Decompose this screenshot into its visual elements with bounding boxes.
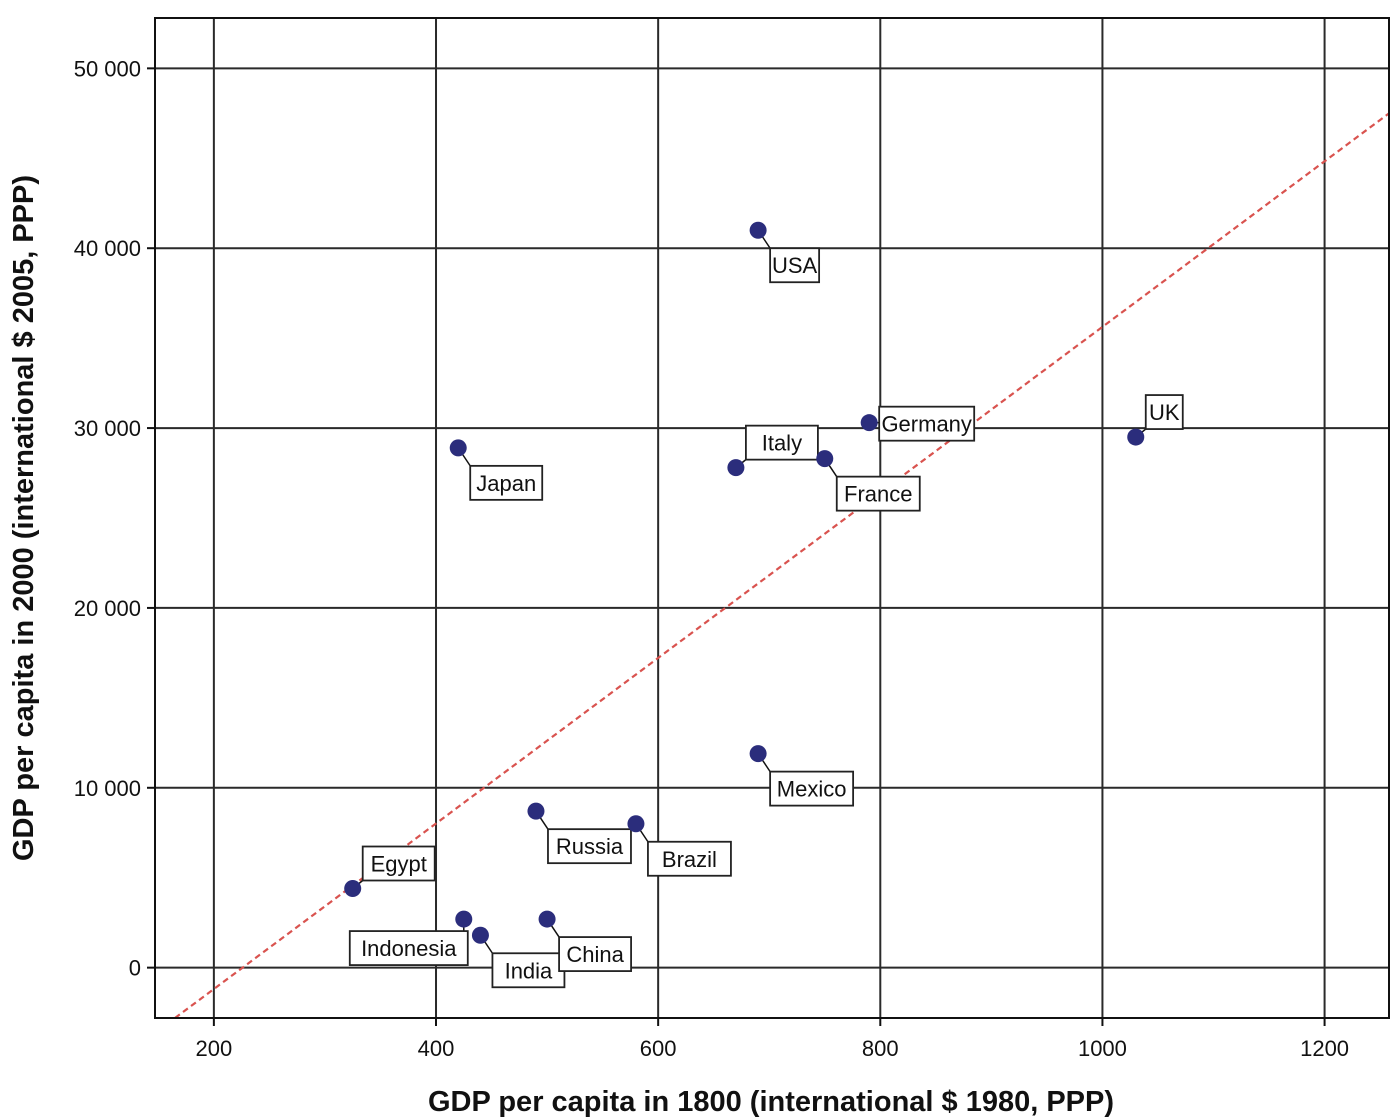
y-tick-label: 10 000 xyxy=(74,776,141,801)
data-point-china xyxy=(538,910,556,928)
data-point-russia xyxy=(527,802,545,820)
label-text: UK xyxy=(1149,400,1180,425)
y-axis-title: GDP per capita in 2000 (international $ … xyxy=(8,175,40,861)
x-tick-label: 1000 xyxy=(1078,1036,1127,1061)
plot-frame xyxy=(154,17,1390,1019)
data-point-egypt xyxy=(344,880,362,898)
point-label-mexico: Mexico xyxy=(757,753,855,807)
x-tick-label: 200 xyxy=(196,1036,233,1061)
point-label-uk: UK xyxy=(1135,394,1184,438)
gridlines xyxy=(155,18,1389,1018)
x-tick-label: 600 xyxy=(640,1036,677,1061)
label-box xyxy=(361,845,436,882)
label-text: France xyxy=(844,482,912,507)
x-axis-ticks: 200 400 600 800 1000 1200 xyxy=(196,1018,1349,1061)
point-label-india: India xyxy=(479,934,566,989)
point-label-indonesia: Indonesia xyxy=(348,919,469,966)
label-box xyxy=(835,475,921,512)
data-point-indonesia xyxy=(455,910,473,928)
label-text: India xyxy=(505,958,553,983)
label-text: USA xyxy=(772,253,818,278)
label-box xyxy=(348,930,469,966)
label-box xyxy=(745,424,819,461)
point-label-brazil: Brazil xyxy=(635,823,732,877)
x-tick-label: 800 xyxy=(862,1036,899,1061)
point-label-russia: Russia xyxy=(535,810,632,865)
label-box xyxy=(558,936,632,972)
data-points xyxy=(344,221,1145,944)
data-point-mexico xyxy=(749,745,767,763)
point-label-egypt: Egypt xyxy=(352,845,436,890)
label-box xyxy=(491,952,566,989)
point-label-france: France xyxy=(824,458,921,512)
point-label-germany: Germany xyxy=(869,405,976,442)
label-box xyxy=(769,770,855,807)
point-label-china: China xyxy=(546,918,632,972)
label-text: China xyxy=(566,942,624,967)
data-point-germany xyxy=(860,414,878,432)
point-label-japan: Japan xyxy=(457,447,544,501)
data-point-brazil xyxy=(627,815,645,833)
label-text: Indonesia xyxy=(361,936,457,961)
y-axis-ticks: 0 10 000 20 000 30 000 40 000 50 000 xyxy=(74,56,155,981)
point-labels: USA UK Germany Italy France Japan Mexico Russia… xyxy=(348,229,1184,989)
data-point-usa xyxy=(749,221,767,239)
label-text: Italy xyxy=(762,431,802,456)
y-tick-label: 50 000 xyxy=(74,56,141,81)
label-text: Russia xyxy=(556,834,624,859)
label-text: Japan xyxy=(476,471,536,496)
data-point-uk xyxy=(1127,428,1145,446)
x-tick-label: 1200 xyxy=(1300,1036,1349,1061)
label-box xyxy=(547,828,632,865)
x-tick-label: 400 xyxy=(418,1036,455,1061)
label-text: Germany xyxy=(881,412,971,437)
label-text: Egypt xyxy=(371,852,427,877)
label-text: Brazil xyxy=(662,847,717,872)
data-point-india xyxy=(471,926,489,944)
label-text: Mexico xyxy=(777,777,847,802)
x-axis-title: GDP per capita in 1800 (international $ … xyxy=(428,1086,1114,1118)
data-point-japan xyxy=(449,439,467,457)
point-label-italy: Italy xyxy=(735,424,819,469)
label-box xyxy=(469,464,544,501)
label-box xyxy=(769,247,821,284)
point-label-usa: USA xyxy=(757,229,821,284)
data-point-italy xyxy=(727,459,745,477)
data-point-france xyxy=(816,450,834,468)
plot-border xyxy=(154,17,1390,1019)
y-tick-label: 30 000 xyxy=(74,416,141,441)
y-tick-label: 20 000 xyxy=(74,596,141,621)
label-box xyxy=(878,405,976,442)
y-tick-label: 0 xyxy=(129,956,141,981)
label-box xyxy=(1144,394,1184,430)
y-tick-label: 40 000 xyxy=(74,236,141,261)
label-box xyxy=(647,840,732,877)
